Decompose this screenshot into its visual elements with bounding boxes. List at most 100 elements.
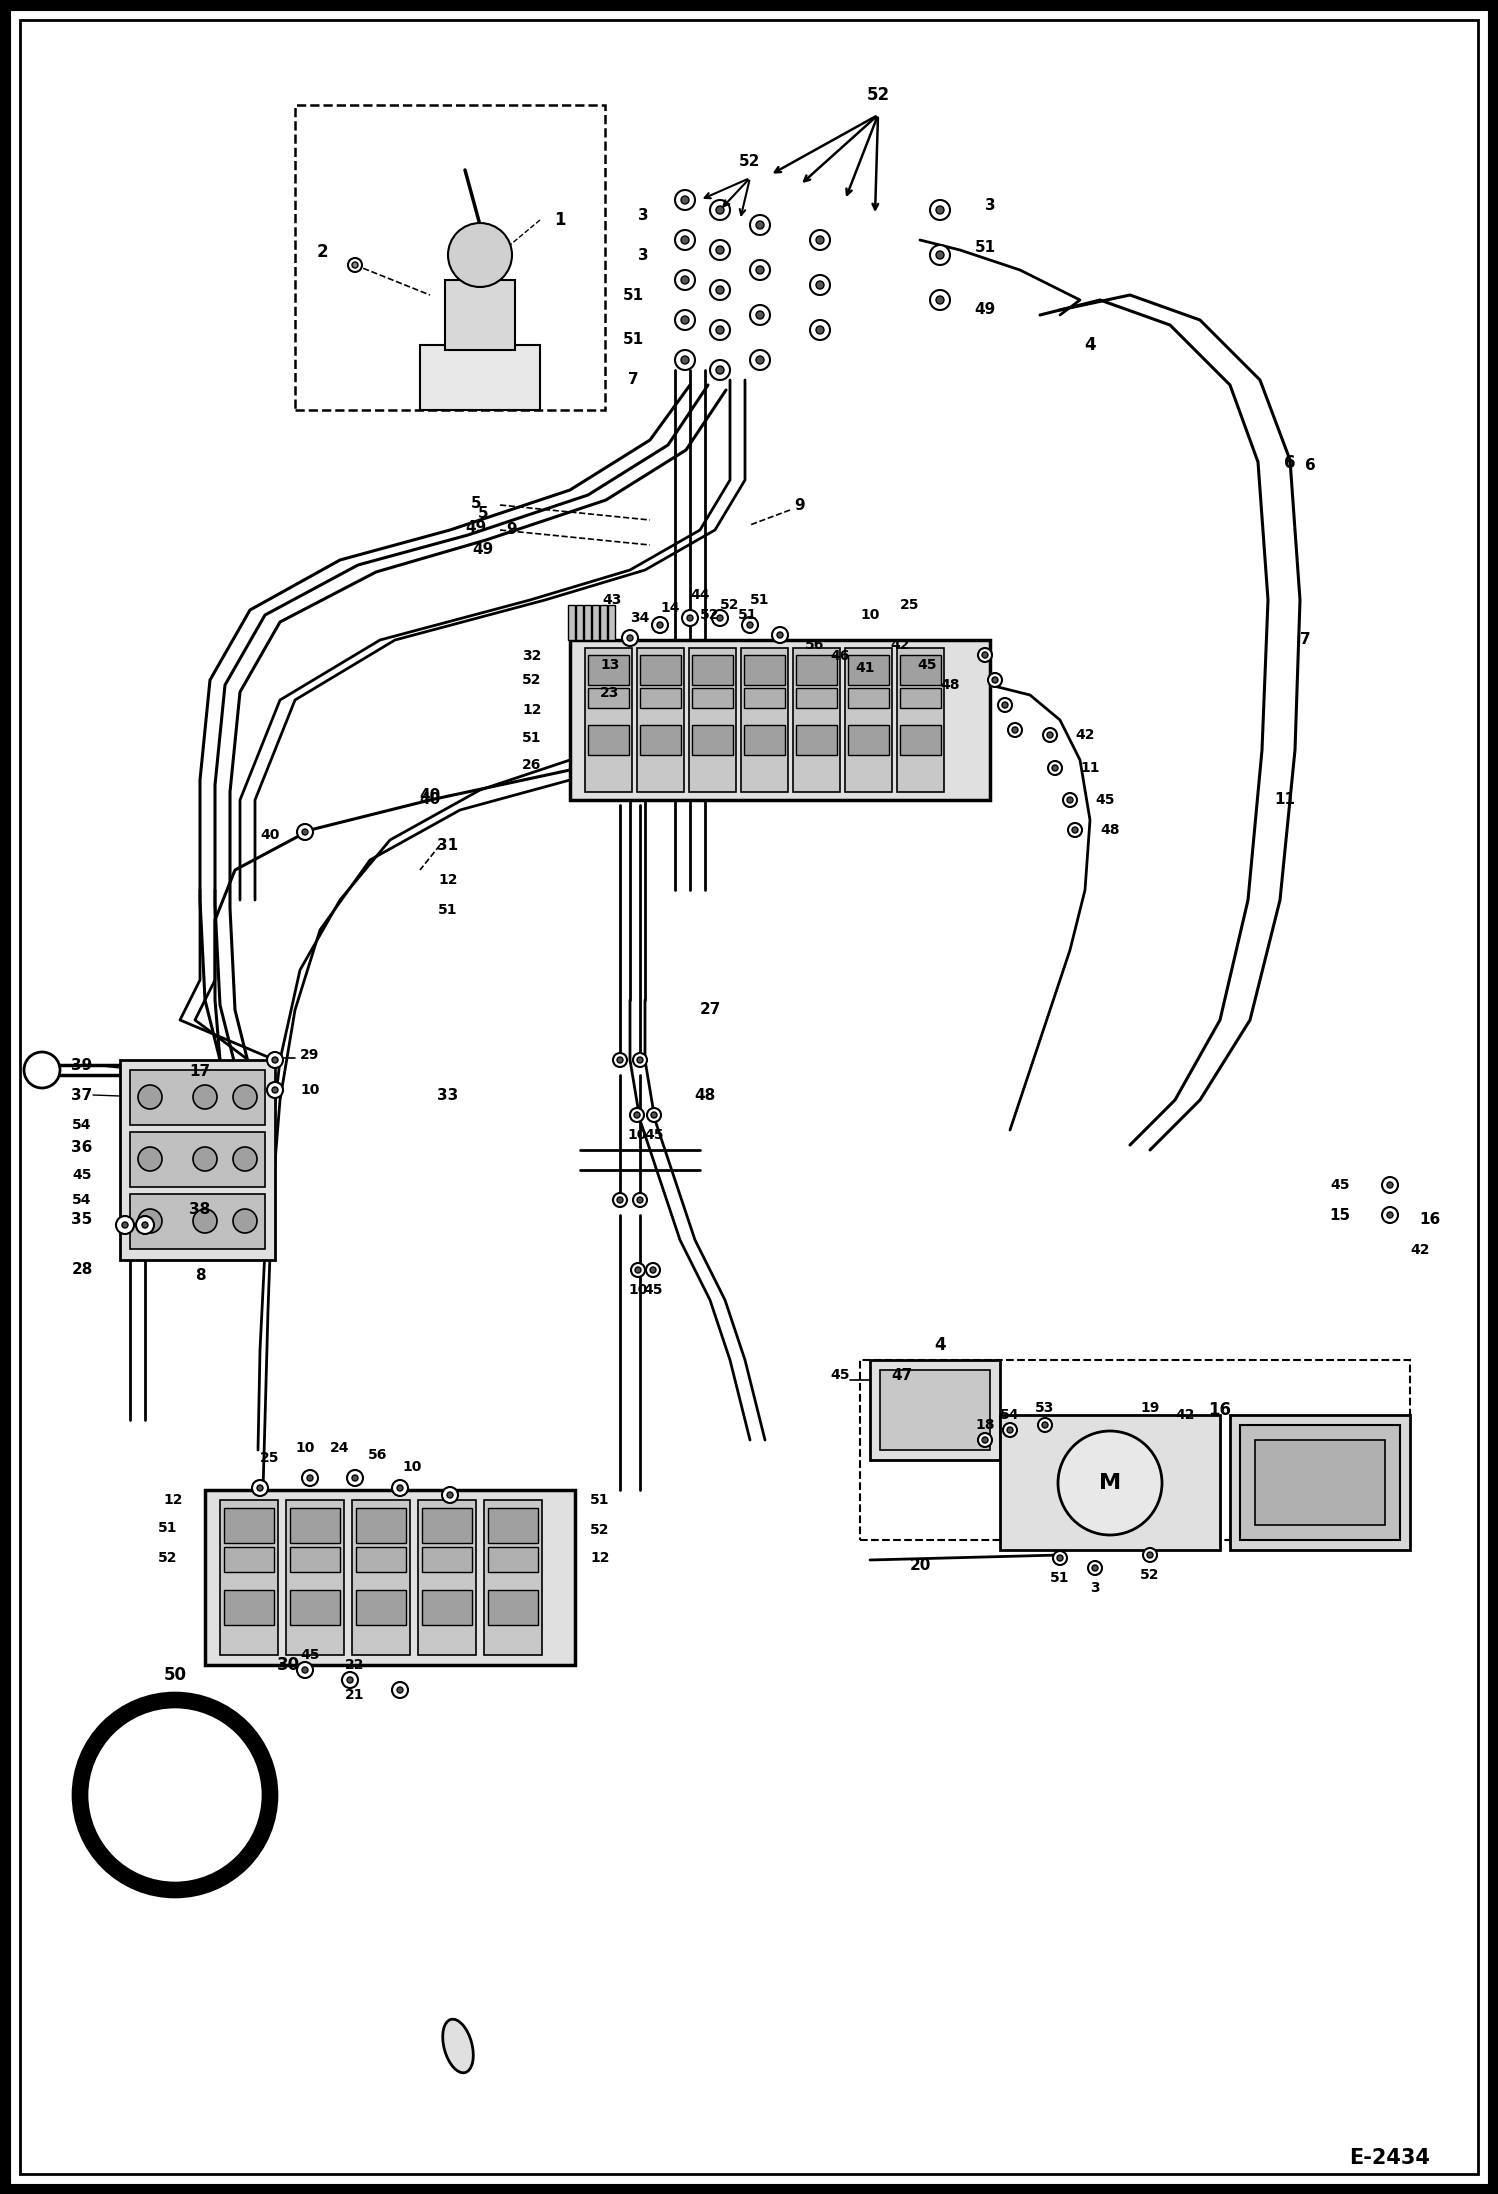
Bar [422,1547,472,1571]
Bar [637,647,685,792]
Circle shape [342,1672,358,1687]
Bar [879,1369,990,1450]
Circle shape [193,1209,217,1233]
Text: 25: 25 [900,599,920,612]
Circle shape [688,614,694,621]
Bar [900,689,941,709]
Text: 9: 9 [794,498,806,513]
Bar [488,1547,538,1571]
Circle shape [771,627,788,643]
Bar [900,656,941,685]
Bar [225,1507,274,1542]
Circle shape [816,237,824,244]
Circle shape [613,1053,628,1066]
Bar [860,1360,1410,1540]
Text: 42: 42 [1176,1409,1195,1422]
Circle shape [142,1222,148,1229]
Bar [692,689,733,709]
Text: 31: 31 [437,838,458,853]
Bar [120,1060,276,1259]
Text: 52: 52 [159,1551,178,1564]
Bar [488,1591,538,1626]
Text: 15: 15 [1329,1207,1351,1222]
Circle shape [258,1485,264,1492]
Bar [225,1591,274,1626]
Circle shape [1008,724,1022,737]
Circle shape [710,239,730,261]
Text: 10: 10 [628,1128,647,1143]
Bar [1240,1424,1401,1540]
Text: 23: 23 [601,687,620,700]
Circle shape [634,1053,647,1066]
Text: 51: 51 [439,904,458,917]
Circle shape [716,246,724,255]
Bar [130,1194,265,1248]
Circle shape [267,1082,283,1097]
Circle shape [1383,1176,1398,1194]
Circle shape [682,237,689,244]
Text: 45: 45 [643,1283,662,1297]
Text: 46: 46 [830,649,849,663]
Text: 39: 39 [72,1058,93,1073]
Text: 49: 49 [472,542,494,557]
Circle shape [930,290,950,309]
Circle shape [710,200,730,219]
Circle shape [348,1676,354,1683]
Circle shape [1052,766,1058,770]
Text: 42: 42 [1076,728,1095,742]
Text: 22: 22 [345,1659,364,1672]
Text: 9: 9 [506,522,517,538]
Circle shape [1043,728,1058,742]
Text: 48: 48 [1100,823,1119,836]
Text: 51: 51 [974,241,996,255]
Text: 51: 51 [750,592,770,608]
Text: 20: 20 [909,1558,930,1573]
Text: 42: 42 [1410,1244,1429,1257]
Circle shape [756,312,764,318]
Circle shape [1064,792,1077,807]
Circle shape [1049,761,1062,774]
Bar [897,647,944,792]
Bar [742,647,788,792]
Bar [640,689,682,709]
Text: 45: 45 [1330,1178,1350,1191]
Circle shape [1043,1422,1049,1428]
Text: 49: 49 [466,520,487,535]
Bar [225,1547,274,1571]
Circle shape [983,1437,989,1444]
Text: 52: 52 [700,608,719,623]
Circle shape [710,281,730,301]
Circle shape [1143,1549,1156,1562]
Circle shape [442,1488,458,1503]
Circle shape [810,230,830,250]
Bar [286,1501,345,1654]
Circle shape [1002,702,1008,709]
Circle shape [1387,1211,1393,1218]
Text: 49: 49 [974,303,996,318]
Bar [795,724,837,755]
Circle shape [234,1209,258,1233]
Bar [640,656,682,685]
Bar [589,656,629,685]
Text: 48: 48 [695,1088,716,1104]
Circle shape [448,224,512,287]
Text: 51: 51 [623,333,644,347]
Circle shape [297,1663,313,1678]
Circle shape [297,825,313,840]
Text: 45: 45 [1095,792,1115,807]
Text: 45: 45 [300,1648,319,1663]
Text: 10: 10 [403,1459,422,1474]
Circle shape [936,206,944,215]
Bar [422,1507,472,1542]
Text: 51: 51 [739,608,758,623]
Text: 5: 5 [470,496,481,511]
Circle shape [710,320,730,340]
Circle shape [635,1266,641,1273]
Text: 52: 52 [1140,1569,1159,1582]
Circle shape [756,265,764,274]
Circle shape [352,261,358,268]
Text: 21: 21 [345,1687,364,1703]
Text: 13: 13 [601,658,620,671]
Circle shape [303,829,309,836]
Text: 17: 17 [189,1064,211,1079]
